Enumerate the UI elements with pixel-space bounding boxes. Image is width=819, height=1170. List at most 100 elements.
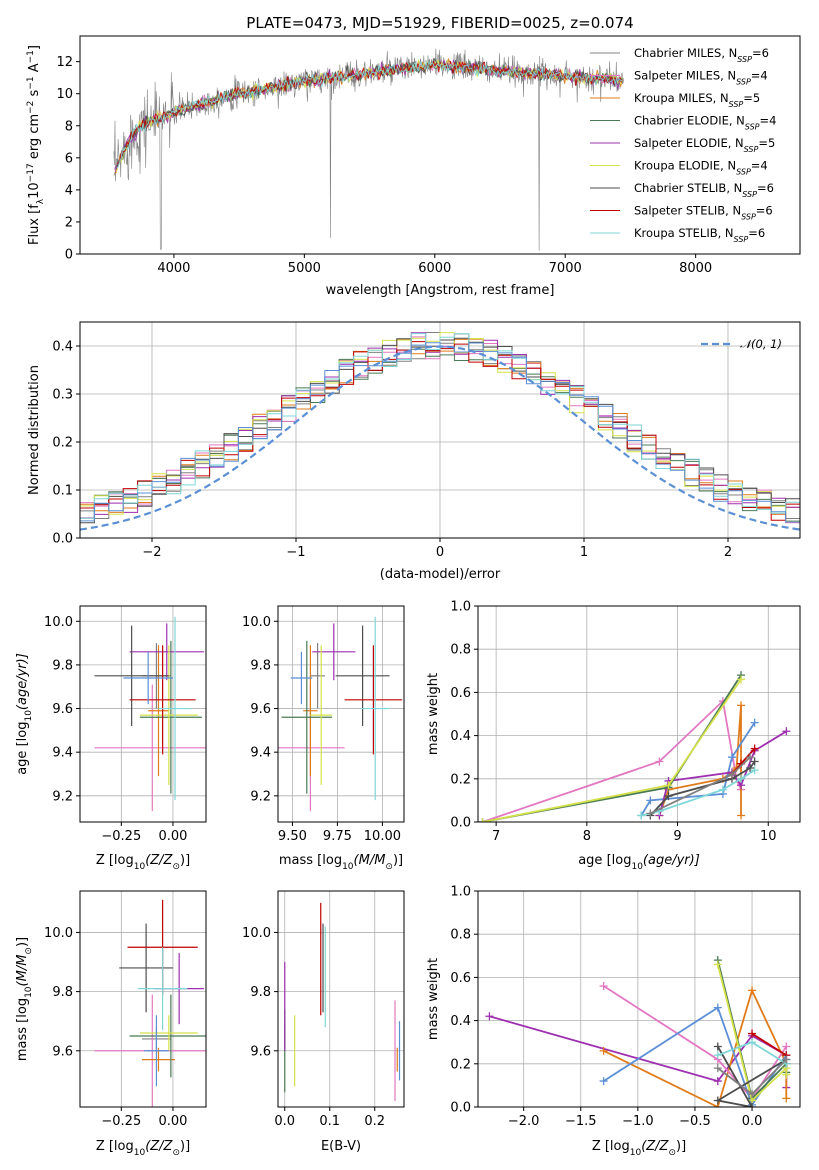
- plot-area: [80, 332, 800, 531]
- mass-weight-marker: [750, 766, 759, 775]
- x-tick-label: −2: [142, 545, 161, 560]
- x-tick-label: 9.75: [323, 829, 352, 844]
- legend-entry: Kroupa STELIB, NSSP=6: [634, 226, 765, 244]
- y-tick-label: 4: [65, 183, 73, 198]
- mass-weight-marker: [748, 1090, 757, 1099]
- mass-weight-marker: [748, 986, 757, 995]
- legend-entry: Salpeter STELIB, NSSP=6: [634, 204, 773, 222]
- y-axis-label: mass weight: [426, 673, 441, 755]
- mass-weight-marker: [637, 811, 646, 820]
- mass-weight-marker: [746, 753, 755, 762]
- y-tick-label: 9.8: [250, 658, 271, 673]
- mass-weight-marker: [713, 960, 722, 969]
- legend-entry: Chabrier ELODIE, NSSP=4: [634, 114, 776, 132]
- legend-entry: Chabrier MILES, NSSP=6: [634, 46, 769, 64]
- y-tick-label: 10.0: [44, 615, 73, 630]
- legend-entry: Kroupa ELODIE, NSSP=4: [634, 159, 768, 177]
- x-tick-label: −1: [286, 545, 305, 560]
- axes-frame: [477, 605, 801, 823]
- observed-spectrum-line: [113, 48, 624, 251]
- y-tick-label: 0: [65, 248, 73, 263]
- x-axis-label: age [log10(age/yr)]: [578, 853, 700, 872]
- mass-weight-vs-metallicity-panel: −2.0 −1.5 −1.0 −0.5 0.0 0.0 0.2 0.4 0.6 0.8 1.0 Z […: [426, 885, 801, 1158]
- mass-weight-marker: [599, 982, 608, 991]
- mass-weight-marker: [746, 764, 755, 772]
- residual-histogram: [80, 348, 800, 522]
- y-tick-label: 1.0: [450, 600, 471, 615]
- y-tick-label: 6: [65, 151, 73, 166]
- mass-weight-marker: [737, 774, 746, 783]
- x-tick-label: −2.0: [508, 1114, 540, 1129]
- y-tick-label: 8: [65, 119, 73, 134]
- mass-weight-line: [751, 1032, 787, 1056]
- mass-weight-line: [482, 674, 742, 822]
- y-tick-label: 9.6: [52, 1044, 73, 1059]
- mass-weight-line: [482, 699, 742, 822]
- plot-area: [113, 48, 624, 251]
- mass-weight-marker: [750, 744, 759, 753]
- x-tick-label: 2: [724, 545, 732, 560]
- mass-vs-metallicity-panel: −0.25 0.00 9.6 9.8 10.0 Z [log10(Z/Z⊙)] mass […: [15, 890, 207, 1158]
- y-tick-label: 9.6: [250, 1044, 271, 1059]
- mass-weight-marker: [737, 675, 746, 684]
- plot-area: [284, 902, 401, 1102]
- mass-weight-marker: [750, 718, 759, 727]
- legend-entry: Salpeter ELODIE, NSSP=5: [634, 136, 775, 154]
- y-tick-label: 12: [56, 55, 73, 70]
- y-tick-label: 0.4: [450, 1014, 471, 1029]
- mass-weight-marker: [748, 1038, 757, 1047]
- y-tick-label: 9.6: [250, 702, 271, 717]
- legend-entry: 𝒩(0, 1): [740, 337, 782, 351]
- mass-weight-marker: [737, 701, 746, 710]
- x-tick-label: 5000: [288, 261, 321, 276]
- y-tick-label: 10: [56, 87, 73, 102]
- mass-weight-line: [715, 1046, 787, 1107]
- y-tick-label: 10.0: [242, 926, 271, 941]
- plot-area: [485, 956, 791, 1107]
- mass-vs-extinction-panel: 0.0 0.1 0.2 9.6 9.8 10.0 E(B-V): [242, 890, 405, 1154]
- y-tick-label: 9.4: [250, 746, 271, 761]
- x-axis-label: Z [log10(Z/Z⊙)]: [592, 1139, 686, 1158]
- axes-frame: [477, 890, 801, 1108]
- x-tick-label: 10.00: [364, 829, 401, 844]
- y-axis-label: Flux [fλ10−17 erg cm−2 s−1 A−1]: [26, 45, 46, 245]
- x-tick-label: 4000: [157, 261, 190, 276]
- mass-weight-marker: [485, 1012, 494, 1021]
- y-tick-label: 9.8: [52, 658, 73, 673]
- x-tick-label: 9: [673, 829, 681, 844]
- x-tick-label: −1.5: [565, 1114, 597, 1129]
- mass-weight-marker: [727, 770, 736, 779]
- x-axis-label: wavelength [Angstrom, rest frame]: [326, 283, 555, 298]
- y-tick-label: 0.0: [52, 532, 73, 547]
- axes-frame: [277, 890, 405, 1108]
- y-tick-label: 9.4: [52, 746, 73, 761]
- plot-area: [278, 616, 403, 812]
- y-tick-label: 0.0: [450, 1101, 471, 1116]
- mass-weight-line: [658, 730, 787, 816]
- legend-entry: Salpeter MILES, NSSP=4: [634, 69, 768, 87]
- y-tick-label: 9.2: [52, 789, 73, 804]
- y-tick-label: 0.0: [450, 816, 471, 831]
- spectrum-legend: Chabrier MILES, NSSP=6 Salpeter MILES, NS…: [590, 46, 776, 244]
- mass-weight-marker: [713, 1051, 722, 1060]
- y-tick-label: 10.0: [242, 615, 271, 630]
- y-tick-label: 0.4: [450, 729, 471, 744]
- mass-weight-marker: [713, 1077, 722, 1086]
- x-tick-label: 0.0: [274, 1114, 295, 1129]
- plot-area: [478, 671, 791, 822]
- axes-frame: [79, 35, 801, 255]
- y-tick-label: 0.6: [450, 686, 471, 701]
- x-tick-label: −1.0: [622, 1114, 654, 1129]
- normal-distribution-curve: [80, 345, 800, 531]
- y-axis-label: age [log10(age/yr)]: [15, 653, 34, 775]
- mass-weight-marker: [664, 792, 673, 801]
- x-tick-label: 7: [492, 829, 500, 844]
- mass-weight-marker: [713, 1064, 722, 1073]
- x-tick-label: 6000: [418, 261, 451, 276]
- x-tick-label: 9.50: [278, 829, 307, 844]
- x-tick-label: −0.5: [679, 1114, 711, 1129]
- residual-histogram: [80, 342, 800, 523]
- y-tick-label: 9.8: [52, 985, 73, 1000]
- mass-weight-marker: [748, 1103, 757, 1107]
